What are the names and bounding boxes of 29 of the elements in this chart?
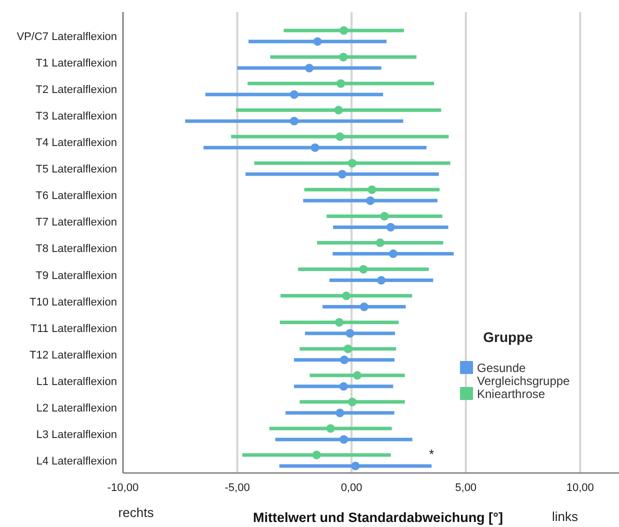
x-tick-label: 5,00 — [455, 482, 477, 494]
y-tick-label: T3 Lateralflexion — [36, 110, 117, 123]
legend-label: Gesunde Vergleichsgruppe — [477, 361, 570, 388]
y-tick-label: L1 Lateralflexion — [36, 376, 117, 388]
y-tick-label: T10 Lateralflexion — [30, 296, 117, 308]
legend-title: Gruppe — [483, 329, 534, 345]
y-tick-label: L4 Lateralflexion — [36, 455, 117, 468]
y-tick-label: L2 Lateralflexion — [36, 402, 117, 414]
y-tick-label: T11 Lateralflexion — [30, 322, 117, 335]
y-tick-label: T1 Lateralflexion — [36, 58, 117, 70]
text: links — [552, 509, 578, 524]
y-tick-label: T12 Lateralflexion — [30, 349, 117, 362]
y-tick-label: T5 Lateralflexion — [36, 164, 117, 176]
text: rechts — [118, 505, 154, 520]
y-tick-label: L3 Lateralflexion — [36, 428, 117, 441]
y-tick-label: T9 Lateralflexion — [36, 270, 117, 282]
x-tick-label: 10,00 — [566, 482, 594, 494]
y-tick-label: T6 Lateralflexion — [36, 190, 117, 202]
y-tick-label: T8 Lateralflexion — [36, 243, 117, 256]
y-tick-label: T2 Lateralflexion — [36, 84, 117, 96]
annotation: * — [429, 446, 434, 462]
x-tick-label: 0,00 — [340, 482, 362, 494]
legend-label: Kniearthrose — [477, 387, 546, 401]
x-tick-label: -10,00 — [107, 482, 139, 494]
x-axis-title: Mittelwert und Standardabweichung [°] — [253, 510, 503, 525]
x-tick-label: -5,00 — [224, 482, 250, 494]
y-tick-label: T7 Lateralflexion — [36, 216, 117, 229]
y-tick-label: VP/C7 Lateralflexion — [16, 31, 117, 43]
y-tick-label: T4 Lateralflexion — [36, 137, 117, 150]
